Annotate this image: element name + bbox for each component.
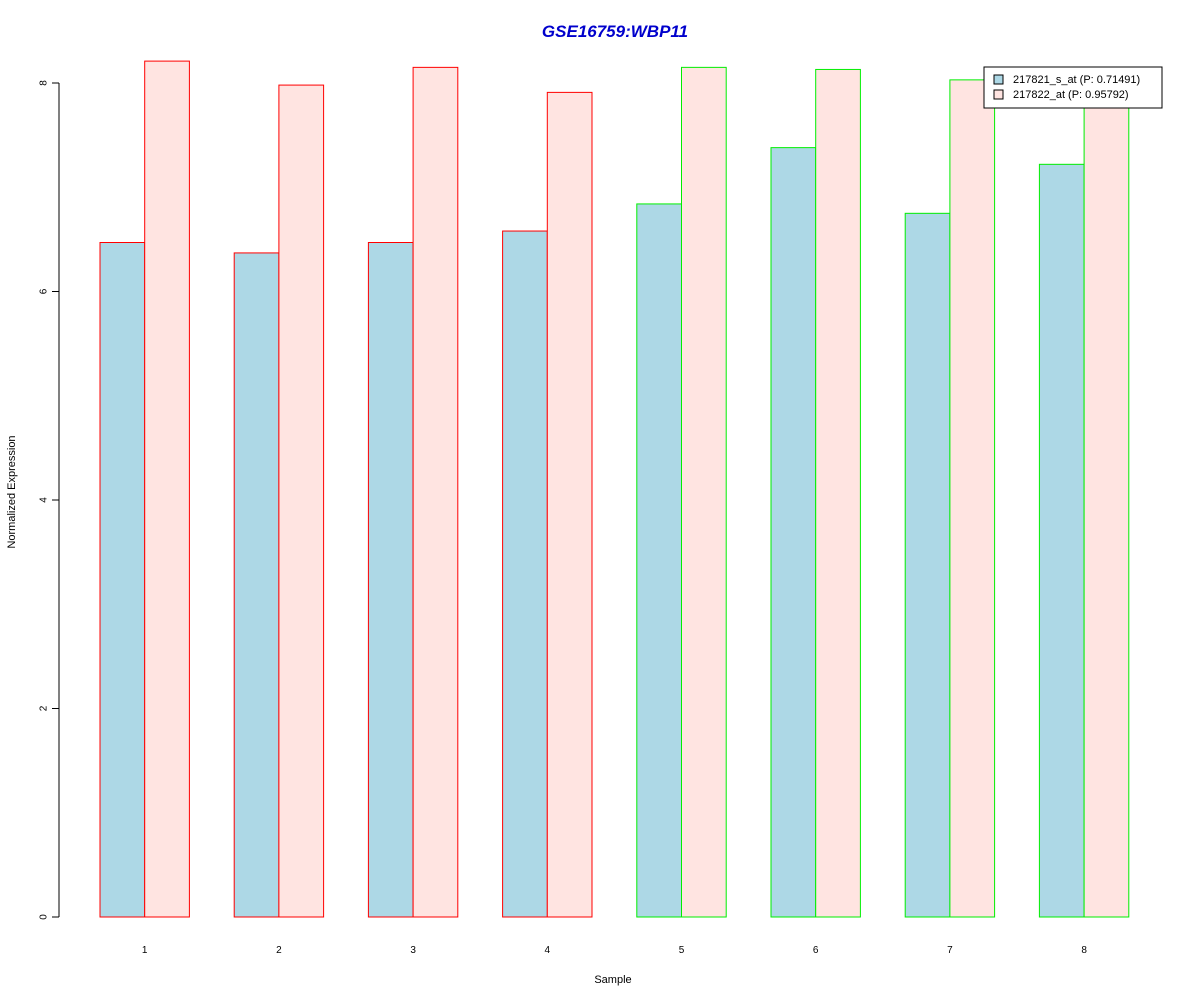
legend-label: 217822_at (P: 0.95792) (1013, 89, 1129, 101)
y-tick-label: 2 (39, 705, 50, 711)
y-tick-label: 6 (39, 288, 50, 294)
y-tick-label: 4 (39, 497, 50, 503)
bar-series-2-sample-2 (278, 84, 325, 918)
legend-swatch (993, 89, 1004, 100)
bar-series-2-sample-7 (949, 79, 996, 918)
chart-title: GSE16759:WBP11 (542, 22, 688, 41)
legend-label: 217821_s_at (P: 0.71491) (1013, 74, 1140, 86)
legend-swatch (993, 74, 1004, 85)
bar-series-1-sample-2 (233, 252, 280, 918)
x-tick-label: 7 (947, 945, 953, 956)
y-axis-label: Normalized Expression (6, 435, 18, 548)
bar-series-2-sample-6 (815, 68, 861, 918)
bar-series-2-sample-3 (412, 66, 459, 918)
bar-series-1-sample-7 (904, 212, 951, 918)
x-tick-label: 3 (410, 945, 416, 956)
x-tick-label: 8 (1081, 945, 1087, 956)
bar-series-2-sample-1 (144, 60, 190, 918)
legend: 217821_s_at (P: 0.71491) 217822_at (P: 0.… (983, 66, 1163, 109)
bar-series-2-sample-4 (546, 91, 593, 918)
bar-series-1-sample-1 (99, 242, 146, 918)
legend-box (983, 66, 1163, 109)
bar-series-2-sample-8 (1083, 103, 1130, 918)
x-tick-label: 6 (813, 945, 819, 956)
x-tick-label: 1 (142, 945, 148, 956)
x-axis: 1 2 3 4 5 6 7 8 (142, 945, 1087, 956)
bar-series-2-sample-5 (681, 66, 727, 918)
bar-series-1-sample-8 (1038, 163, 1085, 918)
y-tick-label: 8 (39, 80, 50, 86)
x-tick-label: 2 (276, 945, 282, 956)
bars-layer (99, 60, 1130, 918)
x-tick-label: 4 (545, 945, 551, 956)
bar-series-1-sample-4 (502, 230, 548, 918)
y-tick-label: 0 (39, 914, 50, 920)
x-tick-label: 5 (679, 945, 685, 956)
x-axis-label: Sample (594, 974, 631, 986)
bar-series-1-sample-5 (636, 203, 682, 918)
y-axis: 0 2 4 6 8 (39, 80, 60, 920)
bar-series-1-sample-6 (770, 147, 817, 918)
bar-series-1-sample-3 (367, 242, 414, 918)
